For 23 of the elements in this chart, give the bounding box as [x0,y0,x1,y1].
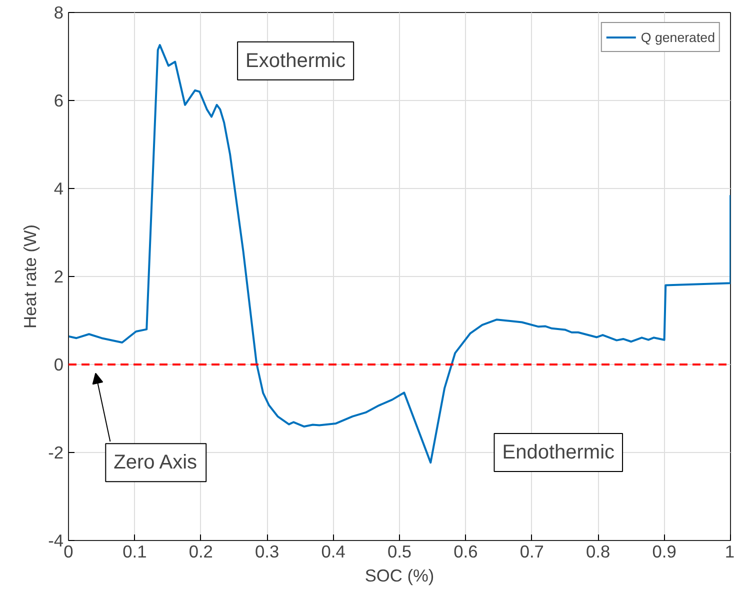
y-tick-label: -4 [48,530,64,550]
y-tick-label: 8 [54,2,64,22]
x-tick-label: 0.6 [454,542,478,562]
y-axis-title: Heat rate (W) [20,224,40,328]
x-tick-label: 0.7 [520,542,544,562]
y-tick-label: -2 [48,442,64,462]
x-axis-title: SOC (%) [364,566,434,586]
annotation: Zero Axis [114,452,198,474]
x-tick-label: 0.1 [122,542,147,562]
x-tick-label: 1 [724,542,734,562]
legend-label: Q generated [640,30,715,44]
x-tick-label: 0.8 [586,542,610,562]
y-tick-label: 4 [54,178,64,198]
x-tick-label: 0.3 [255,542,280,562]
y-tick-label: 0 [54,354,64,374]
x-tick-label: 0.9 [652,542,676,562]
annotation: Exothermic [246,50,346,72]
x-tick-label: 0.4 [321,542,346,562]
y-tick-label: 2 [54,266,64,286]
x-tick-label: 0.5 [387,542,412,562]
y-tick-label: 6 [54,90,64,110]
annotation: Endothermic [502,442,615,464]
x-tick-label: 0.2 [188,542,213,562]
